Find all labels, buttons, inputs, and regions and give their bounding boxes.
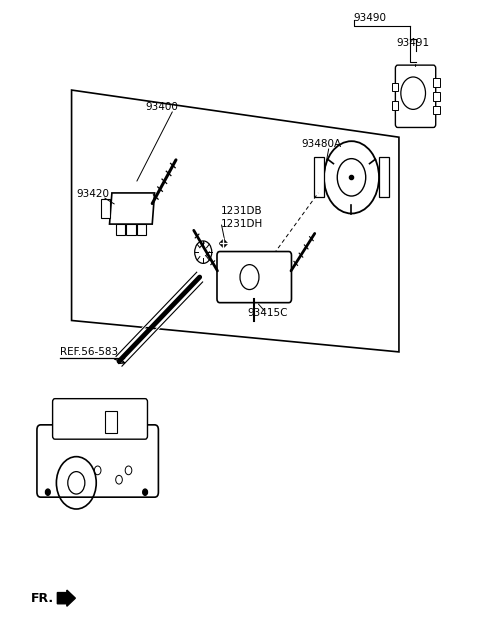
- Text: FR.: FR.: [31, 592, 54, 604]
- Bar: [101, 199, 109, 218]
- Text: 93491: 93491: [396, 38, 430, 48]
- Text: 1231DH: 1231DH: [221, 219, 263, 229]
- Bar: [313, 157, 324, 198]
- Text: REF.56-583: REF.56-583: [60, 347, 118, 357]
- Circle shape: [143, 489, 147, 495]
- Text: 93420: 93420: [76, 189, 109, 199]
- Bar: [433, 106, 440, 114]
- Text: 93490: 93490: [354, 13, 387, 23]
- Bar: [392, 101, 398, 110]
- Bar: [379, 157, 389, 198]
- FancyBboxPatch shape: [217, 252, 291, 303]
- FancyBboxPatch shape: [37, 425, 158, 497]
- Bar: [392, 82, 398, 91]
- Text: 1231DB: 1231DB: [221, 206, 263, 216]
- Bar: [433, 78, 440, 87]
- Text: 93400: 93400: [145, 102, 178, 112]
- Bar: [126, 224, 136, 235]
- FancyBboxPatch shape: [396, 65, 436, 128]
- Bar: [137, 224, 146, 235]
- Polygon shape: [109, 193, 155, 224]
- Text: 93480A: 93480A: [301, 139, 342, 149]
- Text: 93415C: 93415C: [247, 308, 288, 318]
- Bar: [116, 224, 125, 235]
- FancyBboxPatch shape: [53, 399, 147, 439]
- FancyArrow shape: [57, 590, 75, 606]
- Circle shape: [46, 489, 50, 495]
- Bar: [105, 411, 117, 433]
- Bar: [433, 92, 440, 101]
